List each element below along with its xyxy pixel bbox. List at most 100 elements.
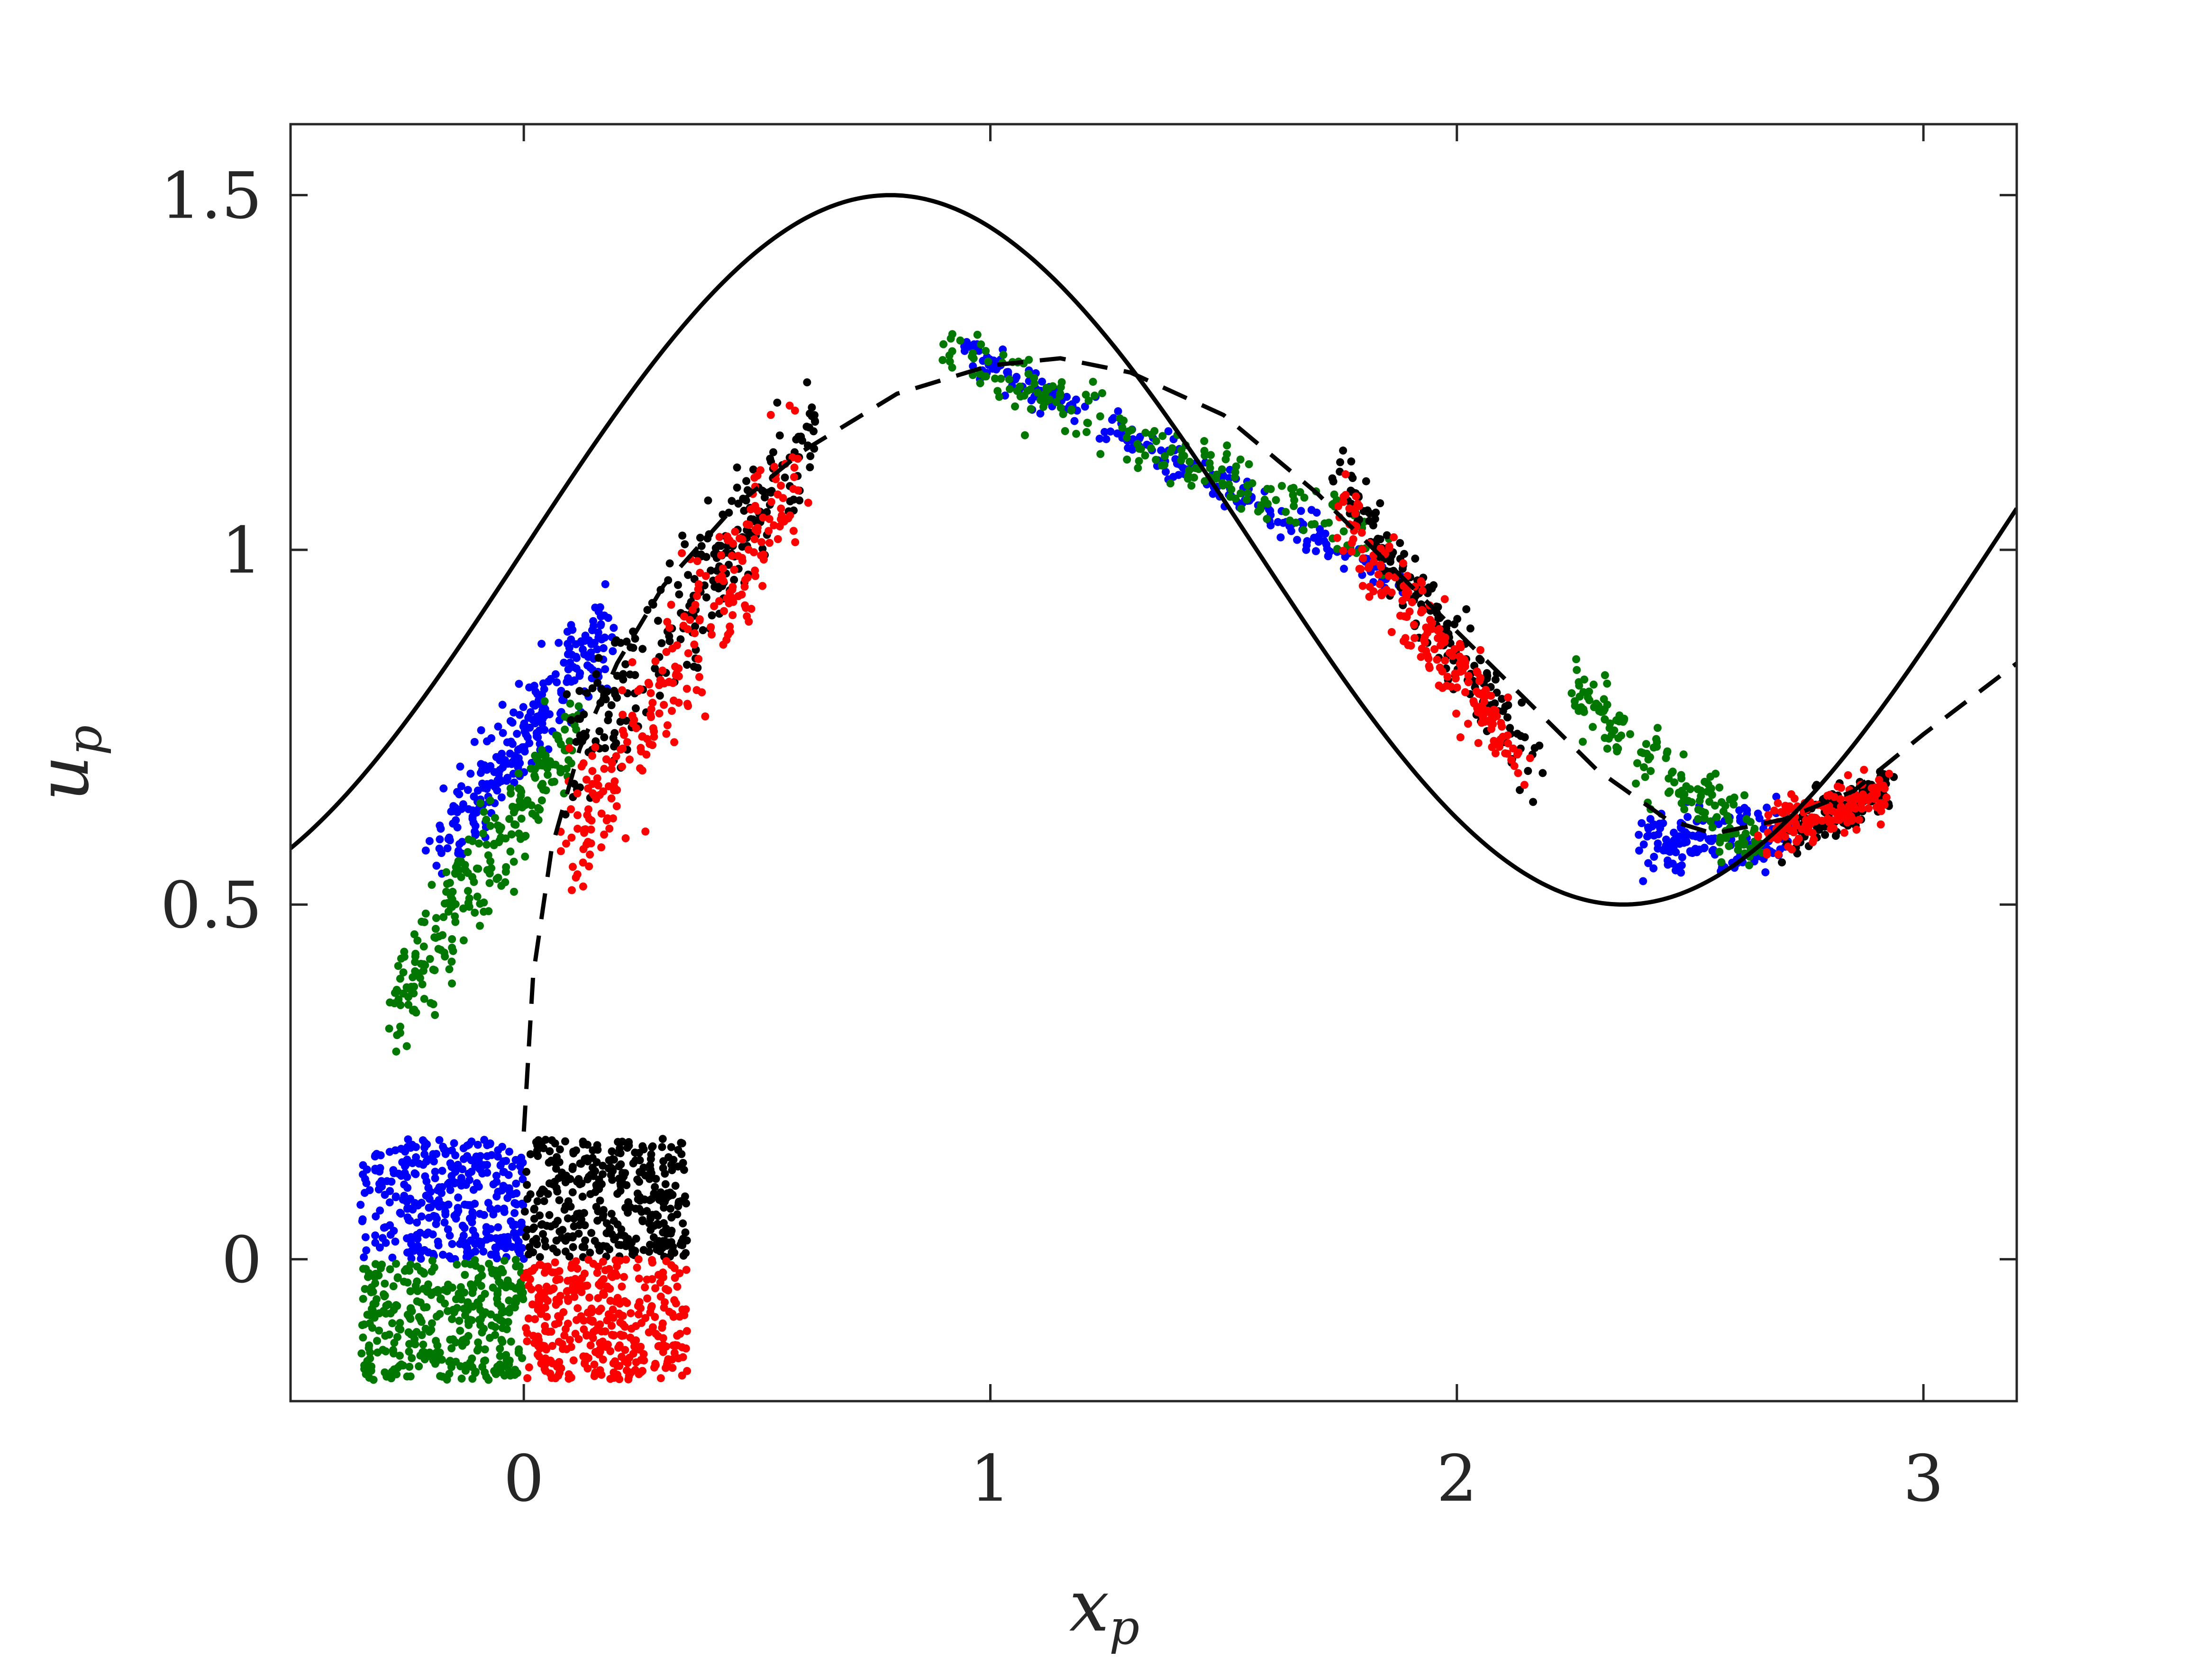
plot-frame: [289, 123, 2018, 1403]
scatter-point: [599, 1170, 607, 1178]
scatter-point: [480, 898, 488, 907]
scatter-point: [1357, 529, 1366, 537]
scatter-point: [1410, 620, 1418, 629]
scatter-point: [421, 909, 430, 918]
scatter-point: [1362, 477, 1370, 485]
scatter-point: [391, 1192, 400, 1201]
scatter-point: [524, 1314, 533, 1323]
scatter-point: [615, 1309, 623, 1318]
scatter-point: [381, 1279, 389, 1288]
scatter-point: [371, 1231, 380, 1240]
scatter-point: [541, 1263, 549, 1271]
scatter-point: [719, 607, 728, 615]
scatter-point: [1287, 527, 1295, 535]
scatter-point: [523, 1194, 532, 1203]
scatter-point: [629, 1349, 637, 1358]
scatter-point: [1662, 841, 1670, 850]
solid-curve: [291, 193, 2017, 907]
scatter-point: [449, 947, 457, 955]
scatter-point: [430, 1263, 438, 1272]
scatter-point: [1538, 769, 1547, 777]
scatter-point: [586, 1190, 595, 1198]
scatter-point: [525, 683, 534, 692]
scatter-point: [1815, 825, 1823, 834]
scatter-point: [648, 1142, 657, 1150]
scatter-point: [1667, 768, 1676, 777]
scatter-point: [510, 857, 518, 866]
scatter-point: [504, 1171, 513, 1179]
scatter-point: [1038, 377, 1047, 386]
scatter-point: [677, 1238, 686, 1246]
scatter-point: [1529, 798, 1538, 806]
scatter-point: [1303, 537, 1311, 546]
scatter-point: [518, 1199, 526, 1208]
scatter-point: [393, 1302, 401, 1310]
scatter-point: [1762, 848, 1771, 857]
scatter-point: [413, 1297, 421, 1305]
scatter-point: [599, 1258, 607, 1266]
scatter-point: [1358, 545, 1366, 554]
scatter-point: [643, 606, 652, 614]
scatter-point: [1289, 483, 1298, 492]
scatter-point: [519, 1175, 527, 1184]
scatter-point: [586, 1341, 595, 1349]
scatter-point: [1036, 409, 1045, 418]
scatter-point: [683, 1367, 692, 1375]
scatter-point: [673, 1341, 682, 1349]
scatter-point: [1656, 820, 1664, 828]
scatter-point: [647, 705, 655, 713]
scatter-point: [661, 1169, 669, 1178]
scatter-point: [480, 1357, 488, 1365]
scatter-point: [522, 1167, 531, 1176]
scatter-point: [1376, 499, 1384, 508]
scatter-point: [567, 805, 575, 813]
scatter-point: [500, 1256, 509, 1265]
scatter-point: [1507, 756, 1516, 764]
scatter-point: [1433, 656, 1441, 664]
scatter-point: [551, 670, 560, 678]
scatter-point: [619, 1320, 627, 1329]
scatter-point: [510, 755, 519, 763]
scatter-point: [1488, 743, 1496, 751]
scatter-point: [564, 756, 573, 765]
scatter-point: [369, 1376, 378, 1384]
scatter-point: [519, 1295, 528, 1304]
scatter-point: [791, 538, 800, 547]
scatter-point: [594, 1294, 602, 1303]
scatter-point: [654, 1271, 663, 1279]
scatter-point: [977, 340, 985, 349]
scatter-point: [1090, 392, 1099, 400]
scatter-point: [1725, 842, 1733, 850]
scatter-point: [1790, 794, 1799, 803]
scatter-point: [446, 1357, 455, 1365]
scatter-point: [620, 730, 628, 739]
scatter-point: [674, 699, 683, 707]
scatter-point: [1290, 502, 1298, 510]
scatter-point: [592, 1158, 601, 1167]
scatter-point: [411, 1170, 420, 1178]
scatter-point: [1712, 813, 1721, 821]
scatter-point: [408, 1159, 417, 1167]
scatter-point: [585, 862, 593, 871]
scatter-point: [663, 1189, 672, 1198]
scatter-point: [597, 1304, 605, 1313]
scatter-point: [659, 1228, 667, 1237]
scatter-point: [367, 1367, 375, 1375]
scatter-point: [513, 729, 521, 738]
scatter-point: [561, 1137, 569, 1146]
scatter-point: [1169, 473, 1178, 481]
scatter-point: [508, 1162, 517, 1171]
scatter-point: [605, 824, 614, 833]
scatter-point: [399, 1195, 407, 1204]
scatter-point: [407, 1240, 416, 1248]
scatter-point: [667, 1248, 676, 1257]
scatter-point: [625, 1372, 633, 1380]
scatter-point: [498, 1236, 507, 1245]
scatter-point: [494, 1146, 502, 1155]
scatter-point: [1686, 785, 1694, 793]
scatter-point: [1517, 732, 1525, 740]
scatter-point: [665, 637, 674, 646]
scatter-point: [474, 1164, 483, 1172]
scatter-point: [549, 1284, 558, 1293]
scatter-point: [1879, 781, 1887, 790]
